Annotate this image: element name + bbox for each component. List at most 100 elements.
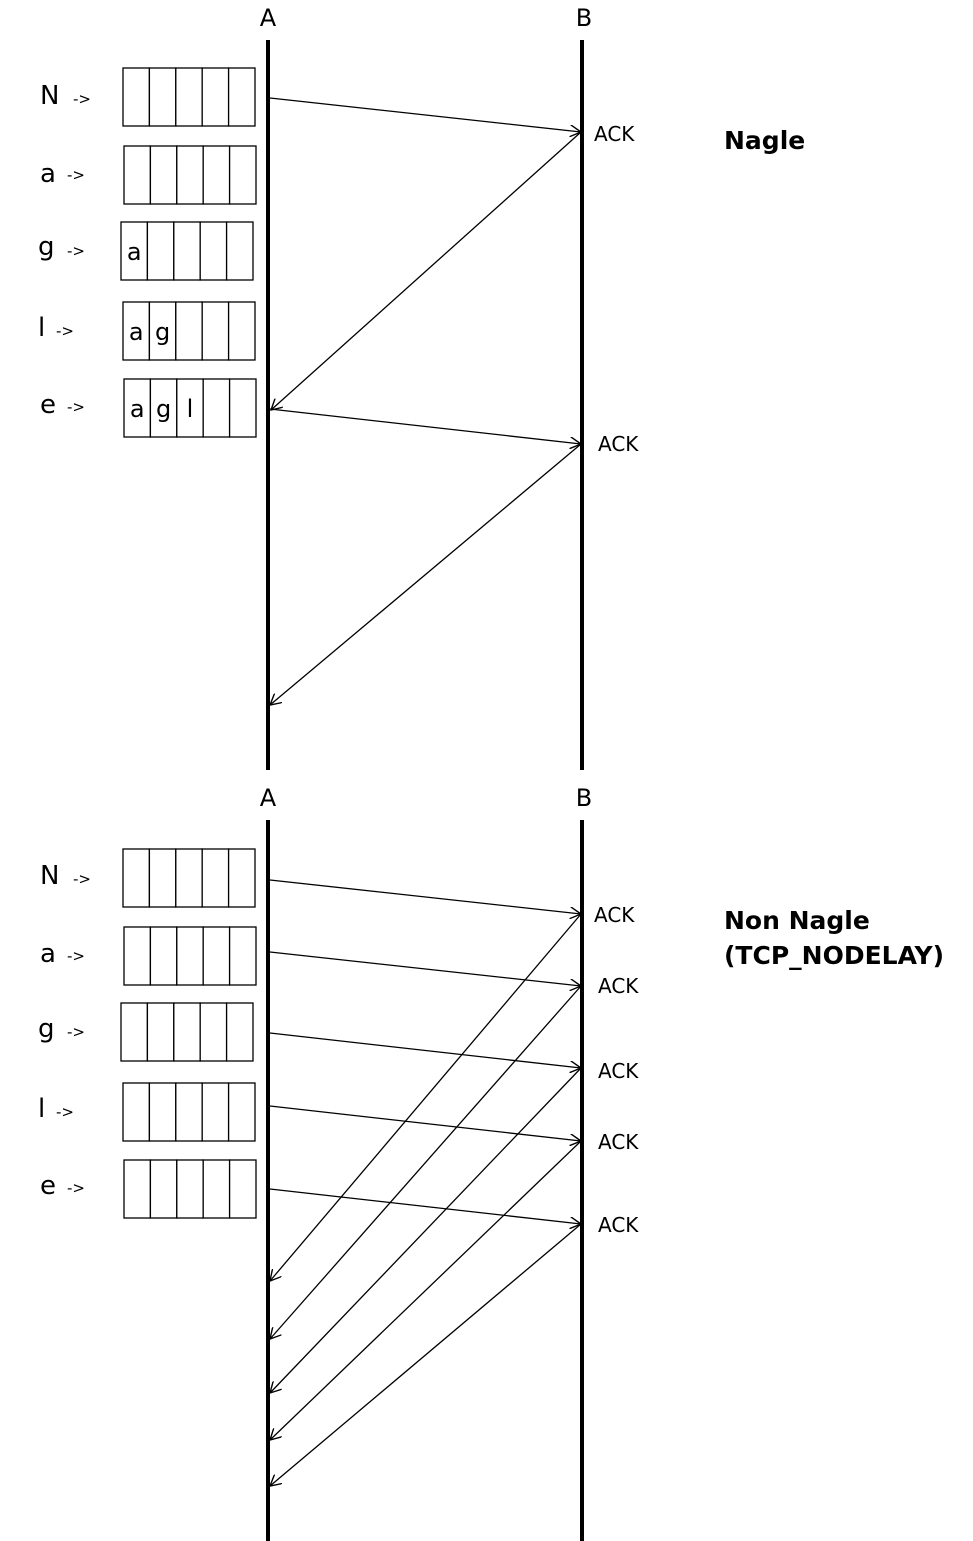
buffer-cell	[201, 1082, 230, 1142]
buffer-cell	[201, 848, 230, 908]
non-nagle-section: A B Non Nagle (TCP_NODELAY) N -> a -> g …	[38, 784, 944, 1541]
ack-label: ACK	[598, 974, 639, 998]
send-buffer	[122, 67, 256, 127]
ack-label: ACK	[598, 1213, 639, 1237]
send-buffer	[120, 1002, 254, 1062]
ack-label: ACK	[598, 1059, 639, 1083]
ack-return-arrow	[270, 913, 582, 1281]
send-buffer: a	[120, 221, 254, 281]
input-arrow: ->	[56, 1103, 74, 1121]
input-arrow: ->	[67, 1179, 85, 1197]
data-segment-arrow	[269, 408, 581, 444]
buffer-cell	[149, 1159, 178, 1219]
host-b-label: B	[576, 784, 592, 812]
data-segment-arrow	[269, 1032, 581, 1068]
buffer-cell	[123, 378, 152, 438]
input-char: l	[38, 1094, 45, 1124]
buffer-cell	[227, 67, 256, 127]
nagle-messages	[269, 97, 582, 705]
buffer-cell	[146, 1002, 175, 1062]
buffer-cell	[201, 301, 230, 361]
input-char: N	[40, 861, 59, 891]
ack-return-arrow	[270, 985, 582, 1339]
input-char: g	[38, 1014, 55, 1044]
input-char: l	[38, 313, 45, 343]
data-segment-arrow	[269, 97, 581, 132]
send-buffer	[123, 145, 257, 205]
input-char: a	[40, 159, 56, 189]
buffer-cell	[149, 145, 178, 205]
buffer-cell	[148, 1082, 177, 1142]
data-segment-arrow	[269, 951, 581, 986]
input-arrow: ->	[67, 947, 85, 965]
host-b-label: B	[576, 4, 592, 32]
buffer-cell	[202, 926, 231, 986]
input-char: N	[40, 81, 59, 111]
input-row: e ->	[40, 1159, 257, 1219]
buffer-cell	[201, 67, 230, 127]
input-arrow: ->	[67, 166, 85, 184]
buffer-cell	[227, 301, 256, 361]
nagle-section: A B Nagle N -> a -> g -> a l ->	[38, 4, 805, 770]
buffer-cell	[175, 67, 203, 127]
buffer-cell	[173, 1002, 201, 1062]
buffer-cell	[228, 378, 257, 438]
buffer-cell	[176, 1159, 204, 1219]
buffer-cell	[176, 145, 204, 205]
input-row: a ->	[40, 926, 257, 986]
buffer-cell	[228, 1159, 257, 1219]
ack-return-arrow	[271, 131, 582, 410]
non-nagle-title: Non Nagle	[724, 906, 870, 935]
buffer-cell	[148, 301, 177, 361]
buffer-cell	[227, 1082, 256, 1142]
input-arrow: ->	[56, 322, 74, 340]
buffer-cell	[122, 848, 151, 908]
buffer-cell	[123, 926, 152, 986]
input-row: g ->	[38, 1002, 254, 1062]
ack-label: ACK	[594, 903, 635, 927]
buffer-cell	[146, 221, 175, 281]
buffer-cell	[202, 145, 231, 205]
buffer-cell	[149, 926, 178, 986]
input-arrow: ->	[67, 1023, 85, 1041]
send-buffer	[122, 848, 256, 908]
buffer-cell	[122, 67, 151, 127]
buffer-cell	[123, 145, 152, 205]
input-arrow: ->	[73, 90, 91, 108]
input-arrow: ->	[67, 398, 85, 416]
non-nagle-subtitle: (TCP_NODELAY)	[724, 941, 944, 970]
buffer-cell	[227, 848, 256, 908]
buffer-cell	[202, 378, 231, 438]
data-segment-arrow	[269, 879, 581, 914]
input-row: N ->	[40, 848, 256, 908]
buffer-char: a	[129, 318, 144, 346]
buffer-char: a	[130, 395, 145, 423]
input-char: a	[40, 939, 56, 969]
buffer-cell	[175, 848, 203, 908]
buffer-cell	[176, 926, 204, 986]
send-buffer	[123, 1159, 257, 1219]
buffer-cell	[199, 221, 228, 281]
host-a-label: A	[260, 4, 277, 32]
data-segment-arrow	[269, 1188, 581, 1224]
nagle-title: Nagle	[724, 126, 805, 155]
buffer-cell	[148, 848, 177, 908]
data-segment-arrow	[269, 1105, 581, 1141]
buffer-cell	[225, 1002, 254, 1062]
input-row: l ->	[38, 1082, 256, 1142]
non-nagle-input-rows: N -> a -> g -> l -> e ->	[38, 848, 257, 1219]
buffer-cell	[120, 1002, 149, 1062]
buffer-cell	[176, 378, 204, 438]
buffer-cell	[148, 67, 177, 127]
send-buffer	[122, 1082, 256, 1142]
input-arrow: ->	[67, 242, 85, 260]
ack-label: ACK	[598, 1130, 639, 1154]
non-nagle-messages	[269, 879, 582, 1486]
buffer-cell	[123, 1159, 152, 1219]
buffer-cell	[173, 221, 201, 281]
buffer-char: l	[187, 395, 194, 423]
